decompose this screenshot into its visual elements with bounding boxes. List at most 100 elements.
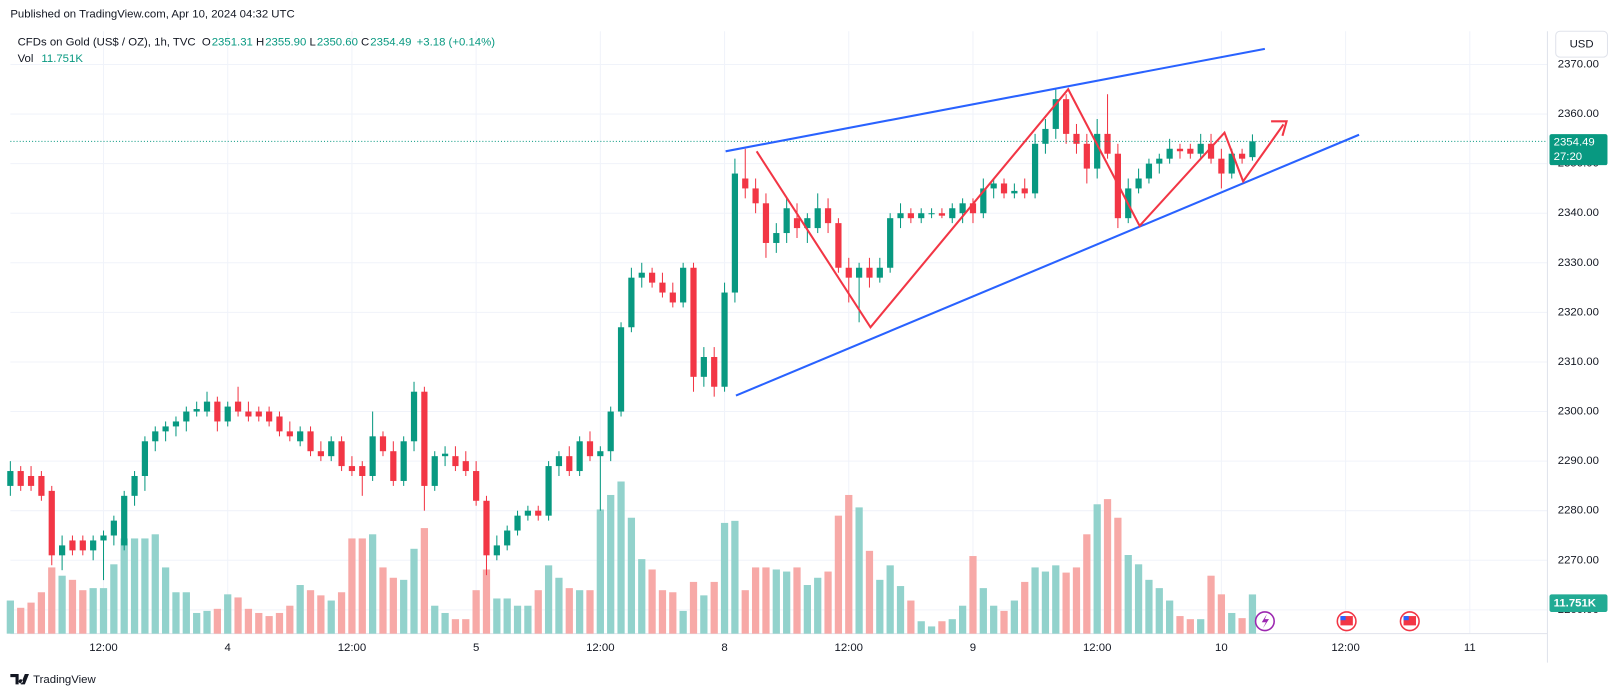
volume-bar bbox=[544, 565, 553, 634]
candle-body bbox=[793, 218, 801, 229]
volume-bar bbox=[1041, 571, 1050, 634]
volume-bar bbox=[1114, 517, 1122, 634]
volume-tag bbox=[1549, 594, 1608, 613]
volume-bar bbox=[110, 564, 118, 634]
candle-body bbox=[431, 456, 438, 486]
candle-body bbox=[959, 203, 966, 214]
last-price-tag bbox=[1549, 134, 1608, 166]
ohlc-value: 2351.31 bbox=[212, 37, 253, 49]
flag-icon bbox=[1403, 616, 1416, 626]
volume-bar bbox=[1217, 594, 1226, 634]
candle-body bbox=[1218, 158, 1225, 174]
candle-body bbox=[1104, 133, 1111, 154]
ohlc-value: 2350.60 bbox=[317, 37, 358, 49]
currency-button[interactable] bbox=[1555, 30, 1608, 58]
candle-body bbox=[969, 203, 977, 214]
volume-bar bbox=[369, 534, 377, 634]
candle-body bbox=[824, 208, 832, 224]
volume-bar bbox=[6, 600, 14, 634]
candle-body bbox=[1073, 133, 1080, 144]
candle-body bbox=[245, 411, 252, 417]
candle-body bbox=[1176, 148, 1184, 152]
volume-bar bbox=[513, 605, 522, 634]
volume-bar bbox=[420, 528, 429, 634]
candle-body bbox=[638, 272, 645, 278]
volume-bar bbox=[669, 592, 677, 634]
volume-bar bbox=[151, 534, 159, 634]
volume-tag-label: 11.751K bbox=[1554, 598, 1597, 610]
volume-bar bbox=[58, 575, 66, 634]
candle-body bbox=[121, 495, 128, 546]
x-tick-label: 8 bbox=[721, 642, 727, 654]
candle-body bbox=[69, 540, 76, 551]
candle-body bbox=[731, 173, 739, 293]
candle-body bbox=[721, 292, 728, 387]
volume-bar bbox=[586, 590, 594, 634]
volume-bar bbox=[845, 494, 853, 634]
x-tick-label: 5 bbox=[473, 642, 479, 654]
candle-body bbox=[1094, 133, 1101, 169]
volume-bar bbox=[1238, 618, 1246, 634]
ohlc-value: 2354.49 bbox=[370, 37, 411, 49]
candle-body bbox=[742, 178, 749, 189]
candle-body bbox=[555, 456, 563, 467]
volume-bar bbox=[772, 569, 780, 634]
volume-bar bbox=[762, 567, 770, 634]
countdown-label: 27:20 bbox=[1554, 151, 1582, 163]
candle-body bbox=[152, 431, 159, 442]
volume-bar bbox=[824, 571, 832, 634]
candle-body bbox=[669, 292, 676, 303]
volume-bar bbox=[1145, 579, 1153, 634]
ohlc-key: C bbox=[361, 37, 369, 49]
volume-bar bbox=[1207, 575, 1215, 634]
candle-body bbox=[690, 267, 697, 377]
candle-body bbox=[1187, 148, 1194, 154]
flag-icon bbox=[1340, 616, 1346, 621]
volume-bar bbox=[296, 585, 304, 634]
candle-body bbox=[1135, 178, 1142, 189]
y-tick-label: 2320.00 bbox=[1558, 306, 1599, 318]
candle-body bbox=[348, 466, 356, 472]
flag-icon bbox=[1340, 616, 1353, 626]
volume-bar bbox=[503, 598, 511, 634]
volume-bar bbox=[1010, 600, 1018, 634]
volume-bar bbox=[917, 621, 925, 634]
y-tick-label: 2340.00 bbox=[1558, 207, 1599, 219]
y-tick-label: 2360.00 bbox=[1558, 108, 1599, 120]
volume-bar bbox=[679, 610, 687, 634]
volume-bar bbox=[1166, 600, 1174, 634]
volume-bar bbox=[948, 619, 956, 634]
candle-body bbox=[617, 327, 625, 412]
volume-bar bbox=[979, 588, 987, 634]
volume-bar bbox=[803, 585, 811, 634]
candle-body bbox=[680, 267, 687, 303]
volume-bar bbox=[907, 600, 915, 634]
candle-body bbox=[224, 406, 231, 422]
candle-body bbox=[234, 401, 242, 412]
volume-bar bbox=[493, 598, 501, 634]
candle-body bbox=[783, 208, 790, 234]
y-tick-label: 2370.00 bbox=[1558, 58, 1599, 70]
drawings bbox=[725, 47, 1360, 397]
candle-body bbox=[773, 233, 780, 243]
volume-bar bbox=[1083, 534, 1091, 634]
symbol-label: CFDs on Gold (US$ / OZ), 1h, TVC bbox=[18, 37, 196, 49]
candle-body bbox=[338, 441, 345, 467]
volume-pane bbox=[6, 481, 1257, 634]
trend-line bbox=[725, 47, 1266, 153]
volume-bar bbox=[203, 610, 211, 634]
candle-body bbox=[1011, 190, 1018, 194]
volume-bar bbox=[834, 515, 843, 634]
candle-body bbox=[1042, 128, 1049, 144]
volume-bar bbox=[327, 600, 335, 634]
volume-bar bbox=[876, 579, 884, 634]
volume-bar bbox=[317, 595, 325, 634]
volume-bar bbox=[224, 594, 232, 634]
candle-body bbox=[100, 535, 107, 541]
volume-bar bbox=[234, 597, 242, 634]
y-tick-label: 2270.00 bbox=[1558, 554, 1599, 566]
candle-body bbox=[949, 208, 956, 219]
candle-body bbox=[1145, 163, 1153, 179]
x-tick-label: 10 bbox=[1215, 642, 1228, 654]
candle-body bbox=[1031, 143, 1039, 194]
